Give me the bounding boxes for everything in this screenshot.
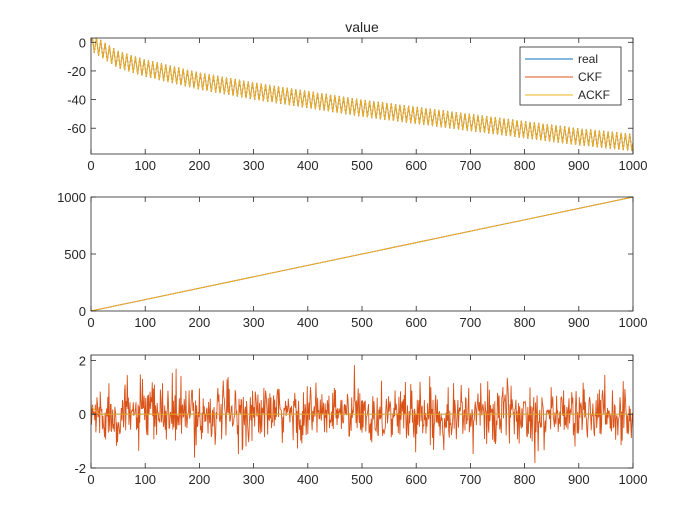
y-tick-label: 500 — [64, 247, 86, 262]
x-tick-label: 800 — [514, 315, 536, 330]
x-tick-label: 0 — [87, 315, 94, 330]
x-tick-label: 800 — [514, 472, 536, 487]
y-tick-label: 0 — [79, 407, 86, 422]
subplot-1: 0 100 200 300 400 500 600 700 800 900 1000 0 -20 -40… — [67, 35, 647, 173]
series-line-ackf — [91, 197, 633, 311]
series-line-ackf — [91, 38, 633, 152]
series-line-ackf — [91, 405, 633, 415]
x-tick-label: 600 — [405, 158, 427, 173]
x-tick-label: 100 — [134, 158, 156, 173]
x-tick-label: 500 — [351, 158, 373, 173]
x-tick-label: 300 — [243, 472, 265, 487]
x-tick-label: 100 — [134, 472, 156, 487]
y-tick-label: -2 — [74, 461, 86, 476]
x-tick-label: 900 — [568, 472, 590, 487]
x-tick-label: 1000 — [619, 158, 648, 173]
x-tick-label: 600 — [405, 315, 427, 330]
x-tick-label: 700 — [460, 158, 482, 173]
series-group — [91, 197, 633, 311]
x-tick-label: 1000 — [619, 472, 648, 487]
x-tick-label: 700 — [460, 472, 482, 487]
x-tick-label: 500 — [351, 315, 373, 330]
x-tick-label: 900 — [568, 158, 590, 173]
x-tick-label: 100 — [134, 315, 156, 330]
x-tick-label: 200 — [189, 315, 211, 330]
legend: real CKF ACKF — [519, 46, 622, 106]
legend-label-real: real — [578, 52, 598, 66]
y-tick-label: 0 — [79, 304, 86, 319]
x-tick-label: 0 — [87, 472, 94, 487]
plot-area-2 — [91, 197, 633, 311]
y-tick-label: 1000 — [57, 190, 86, 205]
y-tick-label: 2 — [79, 353, 86, 368]
y-tick-label: 0 — [79, 35, 86, 50]
x-tick-label: 300 — [243, 158, 265, 173]
x-ticks-2: 0 100 200 300 400 500 600 700 800 900 1000 — [87, 197, 647, 330]
chart-title: value — [345, 19, 379, 35]
x-ticks-1: 0 100 200 300 400 500 600 700 800 900 1000 — [87, 38, 647, 173]
subplot-3: 0 100 200 300 400 500 600 700 800 900 1000 -202 — [74, 353, 647, 487]
x-tick-label: 800 — [514, 158, 536, 173]
x-tick-label: 200 — [189, 472, 211, 487]
axes-box-3 — [90, 354, 634, 469]
y-tick-label: -60 — [67, 121, 86, 136]
x-tick-label: 1000 — [619, 315, 648, 330]
x-tick-label: 200 — [189, 158, 211, 173]
plot-area-1 — [91, 38, 633, 152]
subplot-2: 0 100 200 300 400 500 600 700 800 900 1000 0 500 100… — [57, 190, 647, 330]
x-tick-label: 600 — [405, 472, 427, 487]
plot-area-3 — [91, 365, 633, 464]
series-group — [91, 365, 633, 464]
x-tick-label: 500 — [351, 472, 373, 487]
legend-label-ckf: CKF — [578, 70, 602, 84]
x-tick-label: 0 — [87, 158, 94, 173]
x-tick-label: 300 — [243, 315, 265, 330]
x-tick-label: 400 — [297, 158, 319, 173]
x-tick-label: 400 — [297, 315, 319, 330]
y-tick-label: -40 — [67, 93, 86, 108]
axes-box-2 — [90, 196, 634, 312]
series-group — [91, 38, 633, 152]
axes-box-1 — [90, 37, 634, 155]
y-tick-label: -20 — [67, 64, 86, 79]
y-ticks-1: 0 -20 -40 -60 — [67, 35, 633, 136]
legend-label-ackf: ACKF — [578, 88, 610, 102]
x-tick-label: 400 — [297, 472, 319, 487]
x-tick-label: 900 — [568, 315, 590, 330]
x-tick-label: 700 — [460, 315, 482, 330]
